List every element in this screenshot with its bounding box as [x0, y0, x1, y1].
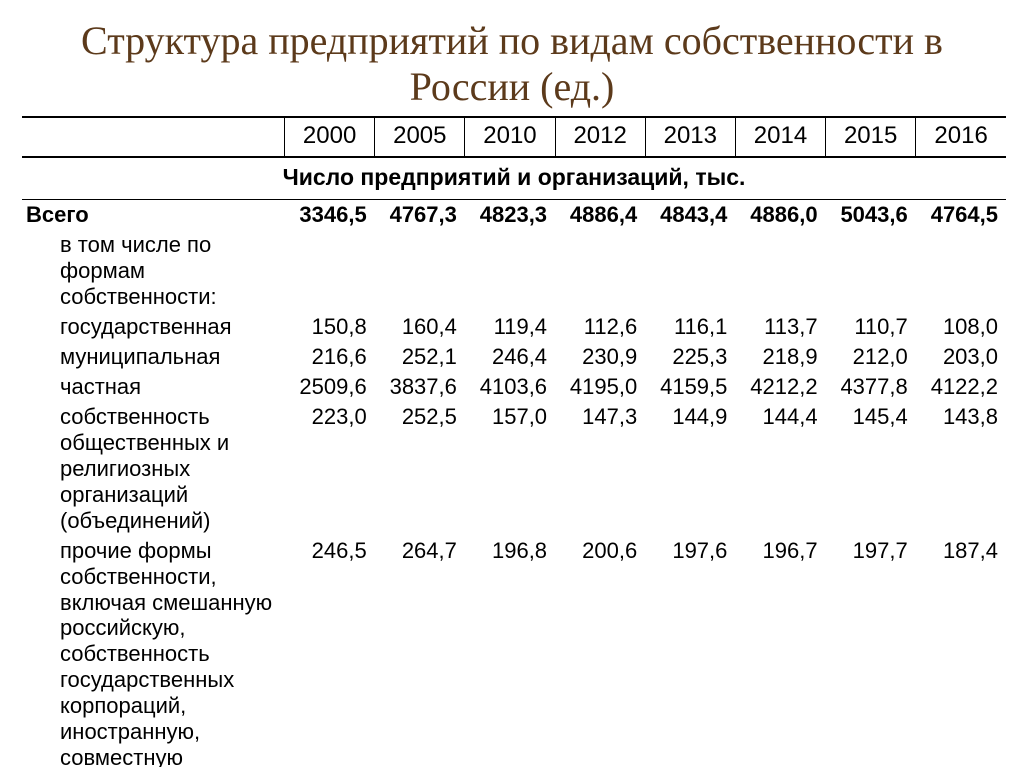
- cell-value: 4195,0: [555, 372, 645, 402]
- cell-value: [555, 230, 645, 312]
- cell-value: 225,3: [645, 342, 735, 372]
- cell-value: 4886,0: [735, 200, 825, 231]
- cell-value: 196,8: [465, 536, 555, 767]
- cell-value: 116,1: [645, 312, 735, 342]
- cell-value: 196,7: [735, 536, 825, 767]
- cell-value: 144,9: [645, 402, 735, 536]
- cell-value: [465, 230, 555, 312]
- cell-value: 144,4: [735, 402, 825, 536]
- cell-value: [375, 230, 465, 312]
- row-label: муниципальная: [22, 342, 285, 372]
- cell-value: 218,9: [735, 342, 825, 372]
- cell-value: 4767,3: [375, 200, 465, 231]
- row-label: прочие формы собственности, включая смеш…: [22, 536, 285, 767]
- year-header-row: 2000 2005 2010 2012 2013 2014 2015 2016: [22, 117, 1006, 157]
- cell-value: 4159,5: [645, 372, 735, 402]
- table-row: прочие формы собственности, включая смеш…: [22, 536, 1006, 767]
- row-label: в том числе по формам собственности:: [22, 230, 285, 312]
- cell-value: 4122,2: [916, 372, 1006, 402]
- cell-value: 187,4: [916, 536, 1006, 767]
- cell-value: 252,5: [375, 402, 465, 536]
- table-row: муниципальная216,6252,1246,4230,9225,321…: [22, 342, 1006, 372]
- table-row: собственность общественных и религиозных…: [22, 402, 1006, 536]
- row-label: собственность общественных и религиозных…: [22, 402, 285, 536]
- section-heading-row: Число предприятий и организаций, тыс.: [22, 157, 1006, 200]
- cell-value: 150,8: [285, 312, 375, 342]
- cell-value: 264,7: [375, 536, 465, 767]
- cell-value: [645, 230, 735, 312]
- cell-value: 119,4: [465, 312, 555, 342]
- year-header: 2015: [826, 117, 916, 157]
- cell-value: 216,6: [285, 342, 375, 372]
- row-label: государственная: [22, 312, 285, 342]
- cell-value: 4212,2: [735, 372, 825, 402]
- year-header: 2013: [645, 117, 735, 157]
- cell-value: 147,3: [555, 402, 645, 536]
- cell-value: 197,7: [826, 536, 916, 767]
- header-blank: [22, 117, 285, 157]
- cell-value: 110,7: [826, 312, 916, 342]
- cell-value: [916, 230, 1006, 312]
- row-label: Всего: [22, 200, 285, 231]
- cell-value: 4886,4: [555, 200, 645, 231]
- cell-value: 113,7: [735, 312, 825, 342]
- table-row: в том числе по формам собственности:: [22, 230, 1006, 312]
- cell-value: [735, 230, 825, 312]
- cell-value: 108,0: [916, 312, 1006, 342]
- year-header: 2012: [555, 117, 645, 157]
- year-header: 2000: [285, 117, 375, 157]
- data-table: 2000 2005 2010 2012 2013 2014 2015 2016 …: [22, 116, 1006, 767]
- cell-value: 4823,3: [465, 200, 555, 231]
- year-header: 2005: [375, 117, 465, 157]
- cell-value: 3837,6: [375, 372, 465, 402]
- cell-value: 200,6: [555, 536, 645, 767]
- row-label: частная: [22, 372, 285, 402]
- table-container: 2000 2005 2010 2012 2013 2014 2015 2016 …: [0, 116, 1024, 767]
- cell-value: 4764,5: [916, 200, 1006, 231]
- cell-value: 246,5: [285, 536, 375, 767]
- cell-value: 252,1: [375, 342, 465, 372]
- cell-value: 157,0: [465, 402, 555, 536]
- cell-value: 230,9: [555, 342, 645, 372]
- year-header: 2014: [735, 117, 825, 157]
- cell-value: 2509,6: [285, 372, 375, 402]
- cell-value: 3346,5: [285, 200, 375, 231]
- table-row: государственная150,8160,4119,4112,6116,1…: [22, 312, 1006, 342]
- cell-value: 4843,4: [645, 200, 735, 231]
- cell-value: 112,6: [555, 312, 645, 342]
- cell-value: 5043,6: [826, 200, 916, 231]
- slide: Структура предприятий по видам собственн…: [0, 0, 1024, 767]
- table-head: 2000 2005 2010 2012 2013 2014 2015 2016 …: [22, 117, 1006, 200]
- cell-value: 4103,6: [465, 372, 555, 402]
- cell-value: 203,0: [916, 342, 1006, 372]
- table-row: частная2509,63837,64103,64195,04159,5421…: [22, 372, 1006, 402]
- cell-value: 246,4: [465, 342, 555, 372]
- table-row: Всего3346,54767,34823,34886,44843,44886,…: [22, 200, 1006, 231]
- cell-value: 212,0: [826, 342, 916, 372]
- cell-value: 145,4: [826, 402, 916, 536]
- table-body: Всего3346,54767,34823,34886,44843,44886,…: [22, 200, 1006, 767]
- cell-value: 143,8: [916, 402, 1006, 536]
- cell-value: [285, 230, 375, 312]
- cell-value: 4377,8: [826, 372, 916, 402]
- year-header: 2016: [916, 117, 1006, 157]
- cell-value: [826, 230, 916, 312]
- cell-value: 223,0: [285, 402, 375, 536]
- slide-title: Структура предприятий по видам собственн…: [0, 0, 1024, 116]
- cell-value: 197,6: [645, 536, 735, 767]
- cell-value: 160,4: [375, 312, 465, 342]
- year-header: 2010: [465, 117, 555, 157]
- section-heading: Число предприятий и организаций, тыс.: [22, 157, 1006, 200]
